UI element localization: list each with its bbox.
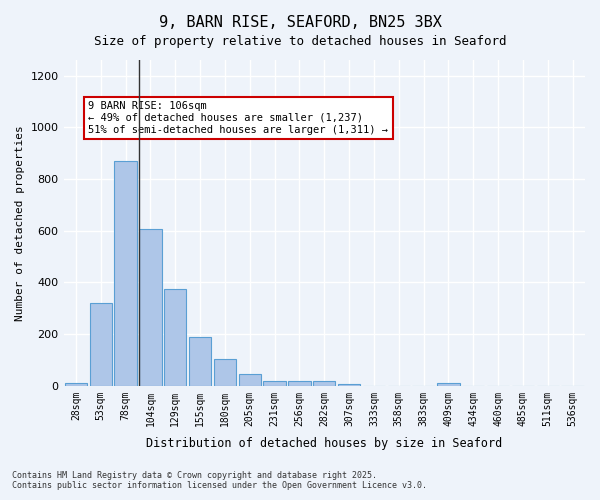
Text: Size of property relative to detached houses in Seaford: Size of property relative to detached ho… [94, 35, 506, 48]
Text: 9, BARN RISE, SEAFORD, BN25 3BX: 9, BARN RISE, SEAFORD, BN25 3BX [158, 15, 442, 30]
Bar [164, 289, 187, 386]
Bar [214, 358, 236, 386]
Bar [288, 382, 311, 386]
Bar [263, 380, 286, 386]
Bar [189, 336, 211, 386]
Bar [239, 374, 261, 386]
Y-axis label: Number of detached properties: Number of detached properties [15, 125, 25, 321]
Text: 9 BARN RISE: 106sqm
← 49% of detached houses are smaller (1,237)
51% of semi-det: 9 BARN RISE: 106sqm ← 49% of detached ho… [88, 102, 388, 134]
Bar [89, 303, 112, 386]
X-axis label: Distribution of detached houses by size in Seaford: Distribution of detached houses by size … [146, 437, 502, 450]
Bar [338, 384, 360, 386]
Text: Contains HM Land Registry data © Crown copyright and database right 2025.
Contai: Contains HM Land Registry data © Crown c… [12, 470, 427, 490]
Bar [65, 382, 87, 386]
Bar [313, 380, 335, 386]
Bar [115, 162, 137, 386]
Bar [139, 230, 161, 386]
Bar [437, 383, 460, 386]
